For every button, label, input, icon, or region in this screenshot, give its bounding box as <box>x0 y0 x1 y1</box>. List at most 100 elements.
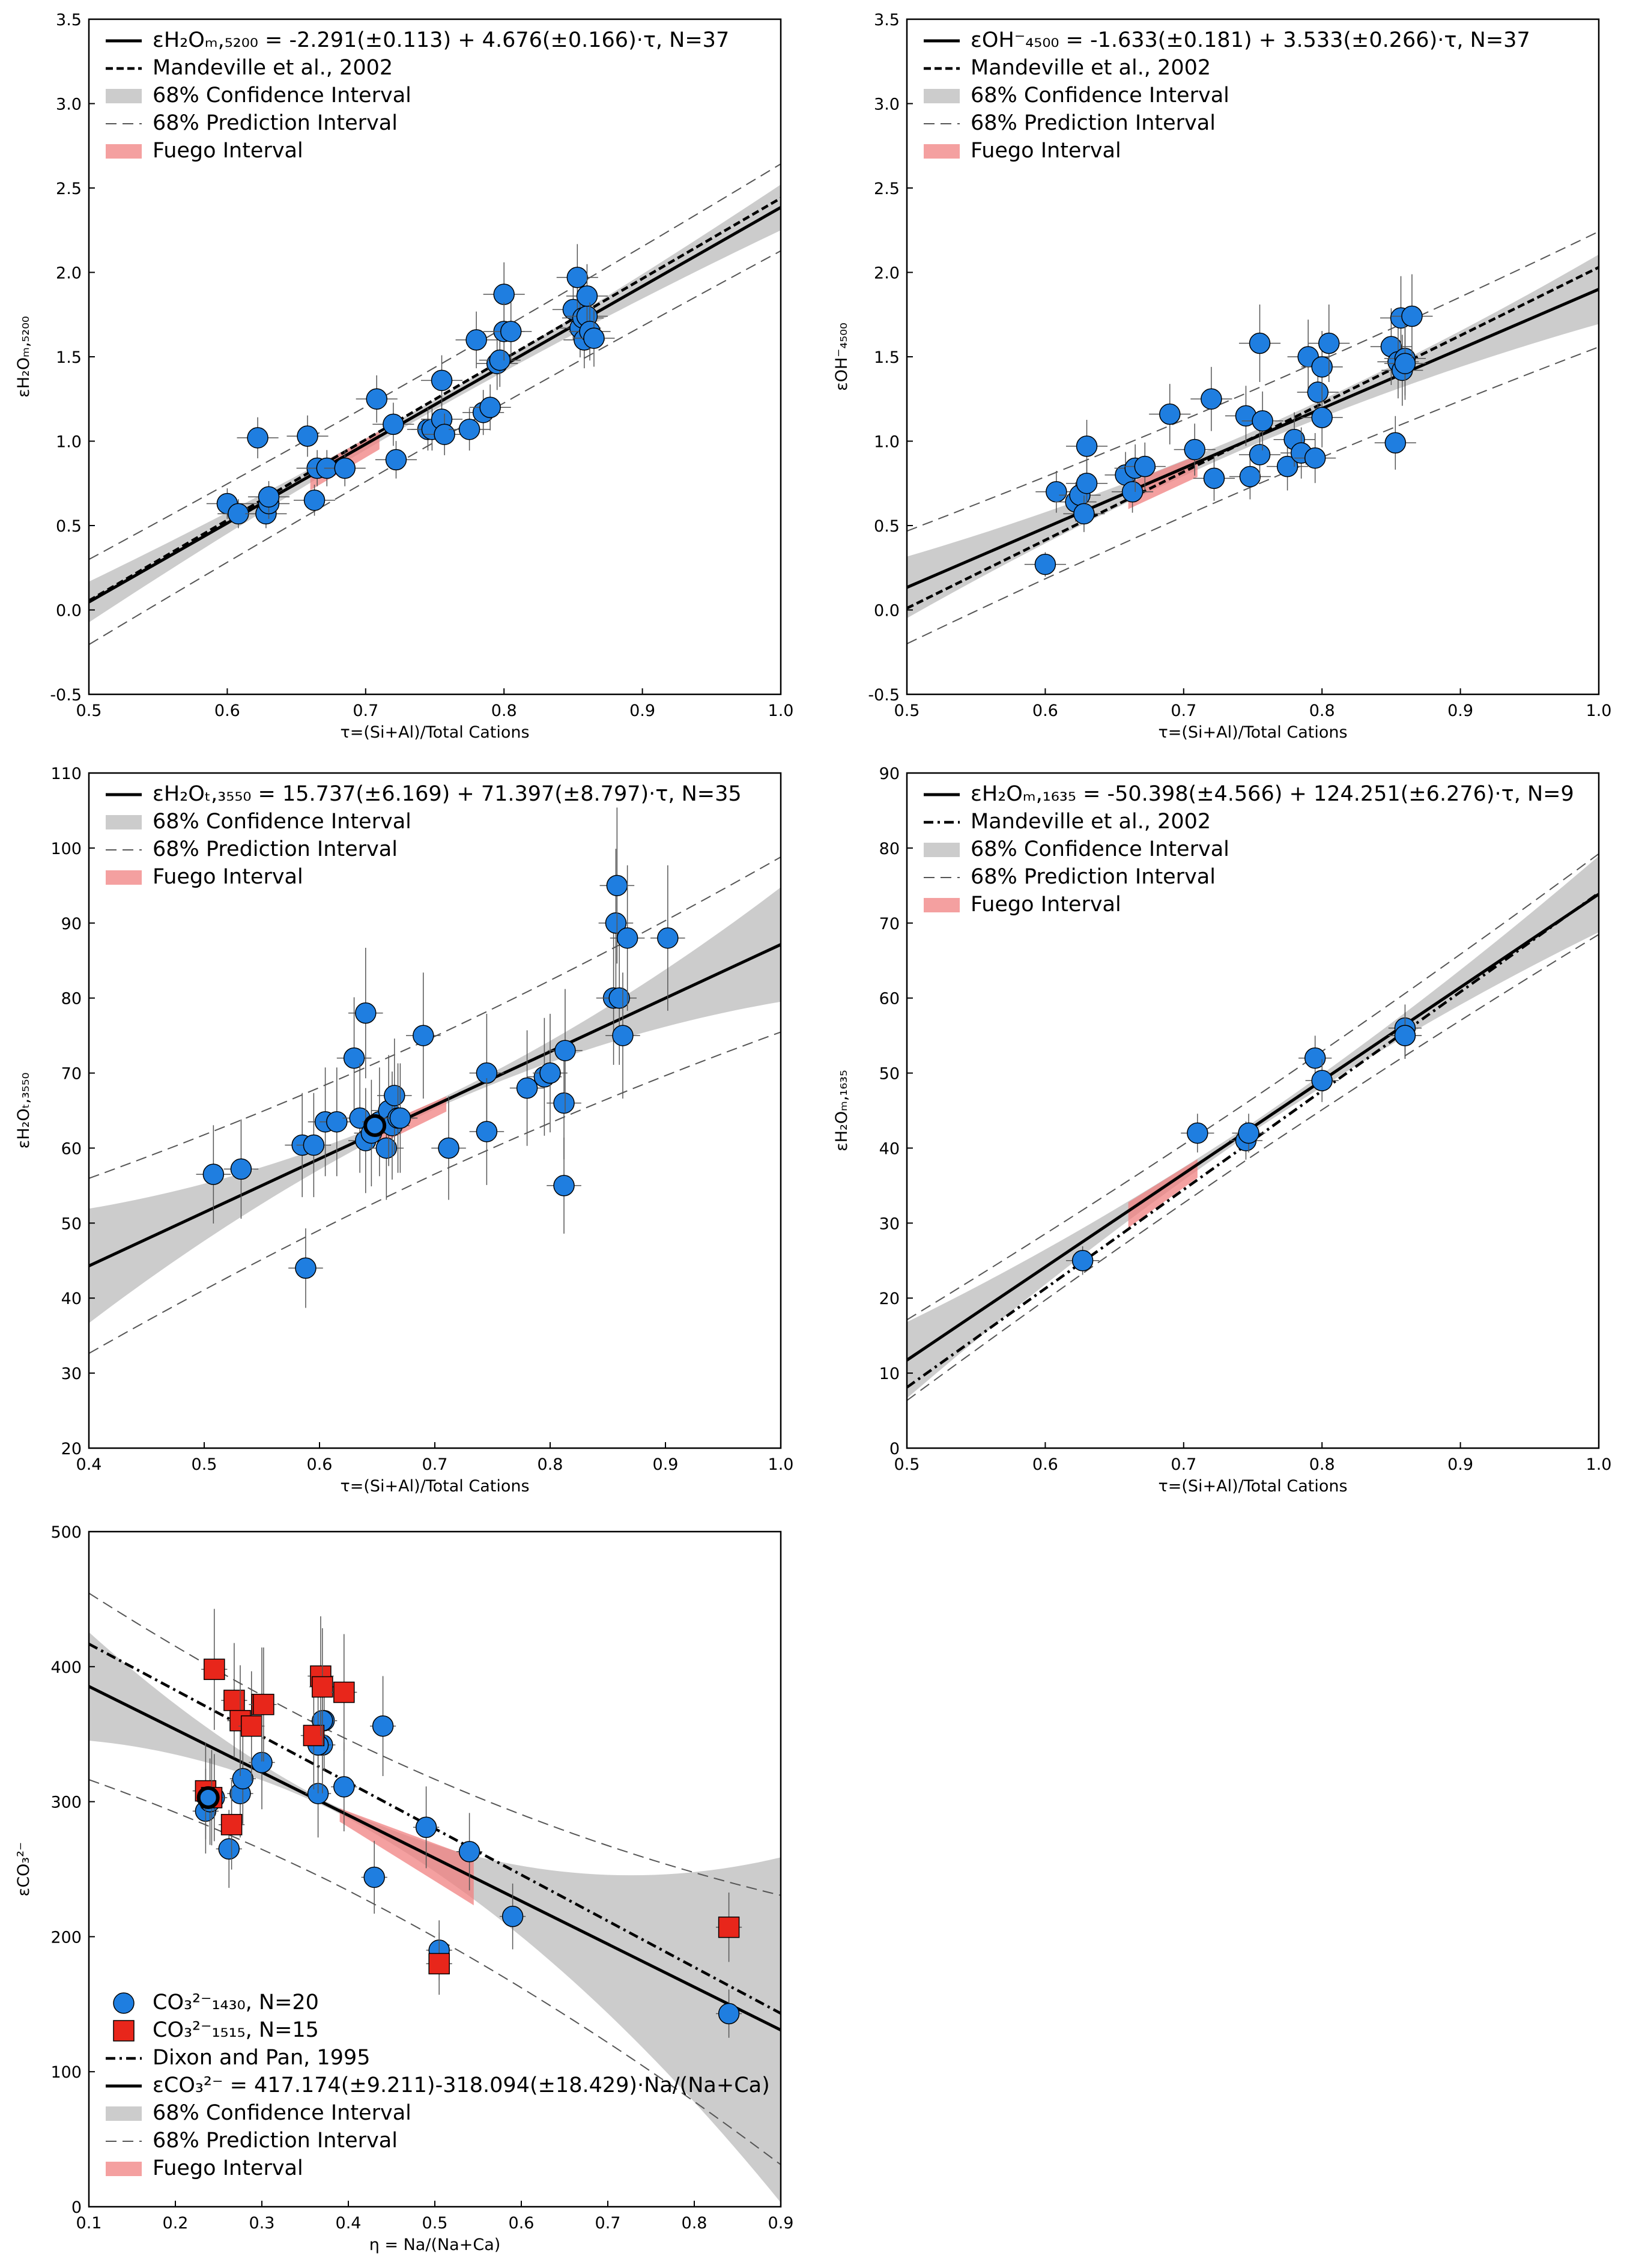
data-point <box>650 865 685 1011</box>
data-point <box>1035 470 1077 513</box>
y-tick-label: 80 <box>879 840 900 858</box>
data-point <box>1298 1035 1332 1081</box>
y-tick-label: 2.5 <box>56 180 82 198</box>
data-point <box>469 1078 504 1185</box>
data-point <box>431 1096 466 1200</box>
legend: εH₂Oₜ,₃₅₅₀ = 15.737(±6.169) + 71.397(±8.… <box>106 782 742 889</box>
legend-label: εCO₃²⁻ = 417.174(±9.211)-318.094(±18.429… <box>153 2073 770 2097</box>
legend-label: CO₃²⁻₁₅₁₅, N=15 <box>153 2018 319 2042</box>
data-point <box>348 947 383 1079</box>
x-tick-label: 0.8 <box>538 1455 563 1474</box>
legend-swatch-fuego <box>924 898 960 912</box>
x-tick-label: 0.5 <box>76 702 102 720</box>
data-point <box>1124 442 1166 491</box>
data-point <box>490 302 532 361</box>
y-tick-label: 1.0 <box>56 433 82 452</box>
y-tick-label: 10 <box>879 1365 900 1383</box>
data-point <box>238 1671 265 1781</box>
data-point <box>324 450 366 487</box>
data-point <box>548 989 583 1112</box>
data-point <box>331 1634 357 1751</box>
legend-swatch-fuego <box>106 144 142 159</box>
data-point <box>201 1609 228 1730</box>
legend-label: Dixon and Pan, 1995 <box>153 2046 371 2070</box>
y-tick-label: 2.0 <box>874 264 900 283</box>
y-tick-label: 1.5 <box>56 348 82 367</box>
legend-label: 68% Confidence Interval <box>153 2101 411 2125</box>
legend: CO₃²⁻₁₄₃₀, N=20 CO₃²⁻₁₅₁₅, N=15 Dixon and … <box>106 1991 770 2180</box>
x-axis-label: η = Na/(Na+Ca) <box>369 2236 501 2254</box>
data-point <box>483 262 525 327</box>
x-tick-label: 0.5 <box>894 702 920 720</box>
y-tick-label: 100 <box>50 2063 82 2082</box>
x-tick-label: 0.9 <box>768 2214 794 2233</box>
legend-label: εOH⁻₄₅₀₀ = -1.633(±0.181) + 3.533(±0.266… <box>971 28 1530 52</box>
y-tick-label: 0.0 <box>56 602 82 620</box>
data-point <box>573 309 615 367</box>
legend-label: Mandeville et al., 2002 <box>971 56 1211 80</box>
data-point <box>426 1932 452 1995</box>
y-tick-label: 50 <box>61 1214 82 1233</box>
legend-label: 68% Prediction Interval <box>971 111 1216 135</box>
data-point <box>288 1228 323 1308</box>
data-point <box>479 333 521 387</box>
y-tick-label: 40 <box>879 1139 900 1158</box>
plot-area <box>89 807 781 1354</box>
data-point <box>370 1676 396 1776</box>
data-point <box>223 1119 259 1219</box>
y-tick-label: 400 <box>50 1658 82 1677</box>
panel-D: 0.5 0.6 0.7 0.8 0.9 1.0 0 10 20 30 40 50 60 70 80 90 τ=(… <box>832 765 1611 1496</box>
data-point <box>469 1013 504 1133</box>
data-point <box>1065 419 1108 473</box>
legend-label: εH₂Oₘ,₅₂₀₀ = -2.291(±0.113) + 4.676(±0.1… <box>153 28 729 52</box>
x-tick-label: 0.6 <box>509 2214 535 2233</box>
y-tick-label: 0.0 <box>874 602 900 620</box>
data-point <box>420 355 463 406</box>
y-axis-label: εH₂Oₜ,₃₅₅₀ <box>14 1073 33 1149</box>
legend-swatch-fuego <box>924 144 960 159</box>
legend-label: 68% Prediction Interval <box>153 111 398 135</box>
legend-label: εH₂Oₘ,₁₆₃₅ = -50.398(±4.566) + 124.251(±… <box>971 782 1574 806</box>
y-tick-label: 3.5 <box>874 11 900 29</box>
literature-line <box>907 266 1599 610</box>
data-point <box>469 384 511 431</box>
data-point <box>1391 274 1433 359</box>
prediction-line-upper <box>89 856 781 1179</box>
legend-label: 68% Confidence Interval <box>971 837 1229 861</box>
x-tick-label: 0.8 <box>1309 1455 1335 1474</box>
data-point <box>1301 387 1343 447</box>
literature-line <box>89 196 781 602</box>
y-tick-label: 20 <box>61 1440 82 1458</box>
y-tick-label: 90 <box>879 765 900 783</box>
x-tick-label: 0.9 <box>1447 1455 1473 1474</box>
data-point <box>361 1840 387 1914</box>
data-point <box>196 1786 220 1809</box>
data-point <box>1065 1246 1100 1275</box>
data-point <box>1294 433 1336 484</box>
data-point <box>1190 366 1232 431</box>
data-point <box>383 1063 418 1173</box>
x-tick-label: 1.0 <box>768 702 794 720</box>
x-axis-label: τ=(Si+Al)/Total Cations <box>340 723 529 742</box>
x-tick-label: 0.4 <box>336 2214 362 2233</box>
data-point <box>449 408 491 451</box>
data-point <box>1241 391 1283 450</box>
data-point <box>1374 416 1416 470</box>
fit-line <box>89 206 781 604</box>
y-tick-label: 0.5 <box>874 517 900 536</box>
data-point <box>320 1067 354 1177</box>
prediction-line-lower <box>89 250 781 646</box>
x-tick-label: 0.5 <box>422 2214 448 2233</box>
fit-line <box>89 943 781 1267</box>
prediction-line-lower <box>89 1779 781 2165</box>
legend: εH₂Oₘ,₅₂₀₀ = -2.291(±0.113) + 4.676(±0.1… <box>106 28 729 163</box>
panel-A: 0.5 0.6 0.7 0.8 0.9 1.0 -0.5 0.0 0.5 1.0 1.5 2.0 2.5… <box>14 11 793 742</box>
x-tick-label: 1.0 <box>1586 1455 1612 1474</box>
x-tick-label: 0.9 <box>653 1455 679 1474</box>
legend-swatch-square <box>113 2020 135 2042</box>
data-point <box>1174 423 1216 476</box>
data-point <box>1193 455 1235 501</box>
prediction-line-lower <box>907 346 1599 644</box>
data-point <box>331 1742 357 1832</box>
